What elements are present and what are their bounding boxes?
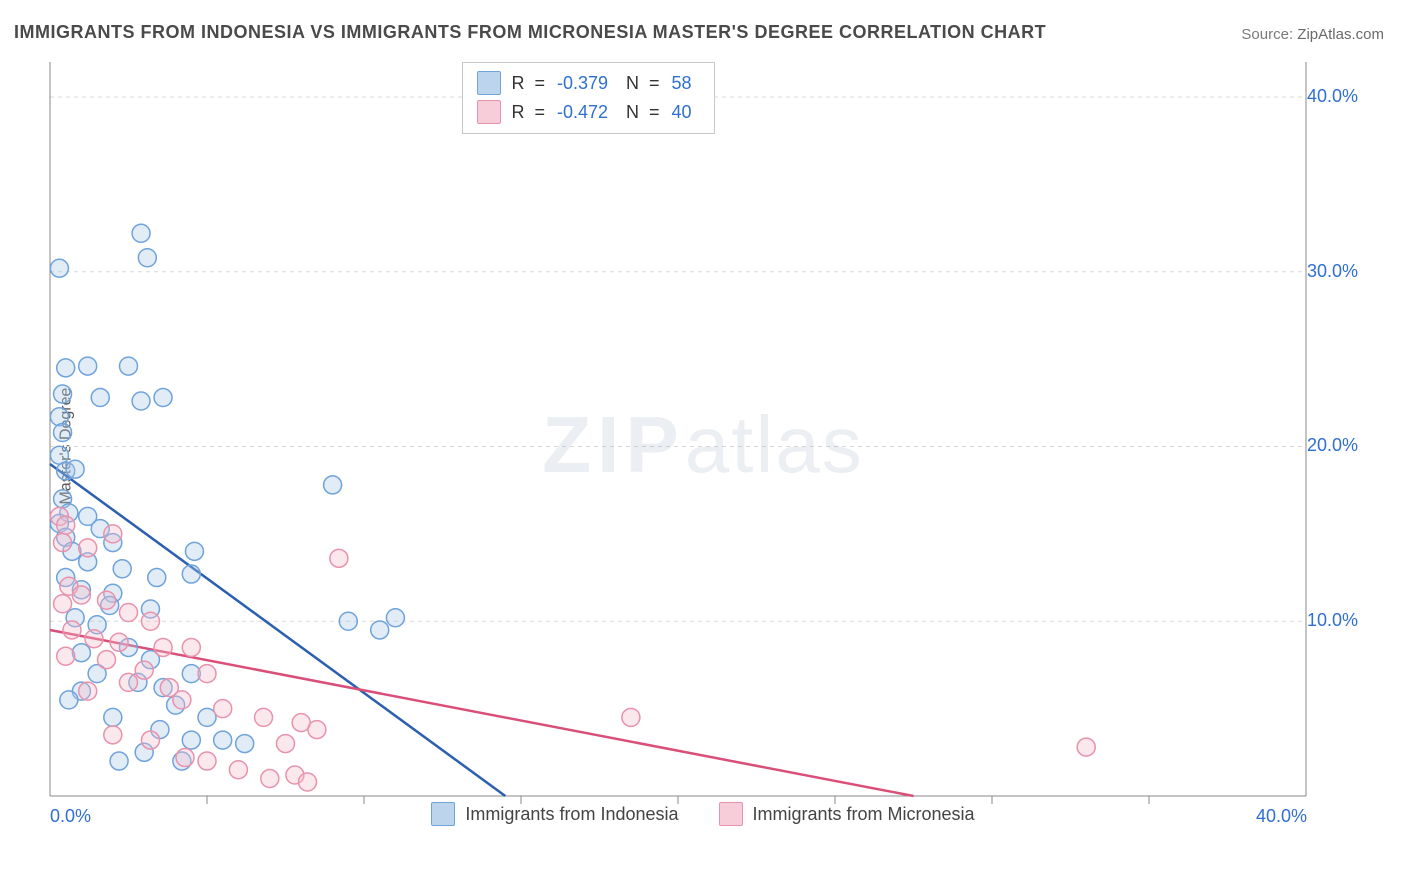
n-label: N [626, 69, 639, 98]
legend-label: Immigrants from Indonesia [465, 804, 678, 825]
eq: = [649, 98, 660, 127]
legend-label: Immigrants from Micronesia [753, 804, 975, 825]
n-value: 40 [672, 98, 692, 127]
source-label: Source: [1241, 26, 1297, 43]
eq: = [649, 69, 660, 98]
n-label: N [626, 98, 639, 127]
chart-area: ZIPatlas R=-0.379N=58R=-0.472N=40 Immigr… [48, 60, 1358, 830]
y-tick-label: 10.0% [1307, 610, 1358, 631]
y-tick-label: 20.0% [1307, 435, 1358, 456]
y-tick-label: 30.0% [1307, 261, 1358, 282]
source-value: ZipAtlas.com [1297, 26, 1384, 43]
n-value: 58 [672, 69, 692, 98]
x-tick-label: 0.0% [50, 806, 91, 827]
chart-title: IMMIGRANTS FROM INDONESIA VS IMMIGRANTS … [14, 22, 1046, 43]
legend-item: Immigrants from Micronesia [719, 802, 975, 826]
correlation-row: R = -0.379 N = 58 [477, 69, 699, 98]
r-value: -0.472 [557, 98, 608, 127]
x-tick-label: 40.0% [1256, 806, 1307, 827]
r-label: R [511, 69, 524, 98]
eq: = [534, 98, 545, 127]
source-attribution: Source: ZipAtlas.com [1241, 26, 1384, 43]
series-legend: Immigrants from Indonesia Immigrants from… [48, 802, 1358, 826]
y-tick-label: 40.0% [1307, 86, 1358, 107]
r-label: R [511, 98, 524, 127]
series-swatch [477, 71, 501, 95]
legend-item: Immigrants from Indonesia [431, 802, 678, 826]
correlation-row: R = -0.472 N = 40 [477, 98, 699, 127]
eq: = [534, 69, 545, 98]
correlation-legend-box: R = -0.379 N = 58 R = -0.472 N = 40 [462, 62, 714, 134]
series-swatch [477, 100, 501, 124]
r-value: -0.379 [557, 69, 608, 98]
series-swatch [431, 802, 455, 826]
scatter-chart-svg [48, 60, 1358, 830]
series-swatch [719, 802, 743, 826]
